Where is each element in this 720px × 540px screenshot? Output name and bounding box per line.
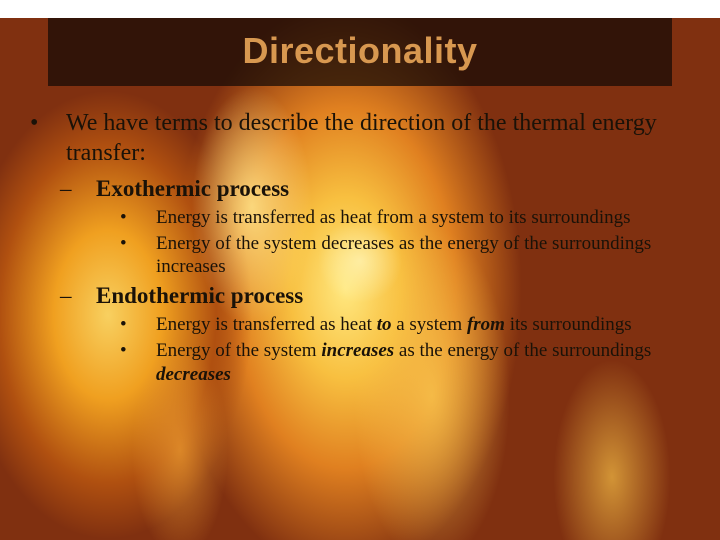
slide-title: Directionality bbox=[48, 30, 672, 72]
detail-item: •Energy of the system increases as the e… bbox=[156, 339, 672, 387]
detail-item: •Energy of the system decreases as the e… bbox=[156, 232, 672, 280]
detail-text: Energy is transferred as heat bbox=[156, 314, 377, 335]
detail-item: •Energy is transferred as heat to a syst… bbox=[156, 313, 672, 337]
bullet-dot-icon: • bbox=[48, 108, 66, 138]
emphasis: to bbox=[377, 314, 392, 335]
intro-text: We have terms to describe the direction … bbox=[66, 110, 657, 166]
intro-bullet: •We have terms to describe the direction… bbox=[66, 108, 672, 168]
slide-content: Directionality •We have terms to describ… bbox=[0, 18, 720, 386]
detail-text: its surroundings bbox=[505, 314, 632, 335]
emphasis: decreases bbox=[156, 364, 231, 385]
section-heading-text: Endothermic process bbox=[96, 283, 303, 308]
bullet-dot-icon: • bbox=[138, 232, 156, 256]
title-bar: Directionality bbox=[48, 18, 672, 86]
bullet-dot-icon: • bbox=[138, 339, 156, 363]
detail-item: •Energy is transferred as heat from a sy… bbox=[156, 206, 672, 230]
section-heading: –Exothermic process bbox=[96, 174, 672, 204]
detail-text: Energy is transferred as heat from a sys… bbox=[156, 207, 631, 228]
emphasis: increases bbox=[321, 340, 394, 361]
detail-text: Energy of the system decreases as the en… bbox=[156, 233, 651, 278]
detail-text: a system bbox=[391, 314, 466, 335]
detail-text: Energy of the system bbox=[156, 340, 321, 361]
slide-body: •We have terms to describe the direction… bbox=[0, 86, 720, 386]
emphasis: from bbox=[467, 314, 505, 335]
bullet-dot-icon: • bbox=[138, 313, 156, 337]
dash-icon: – bbox=[78, 174, 96, 204]
section-heading: –Endothermic process bbox=[96, 281, 672, 311]
section-heading-text: Exothermic process bbox=[96, 176, 289, 201]
bullet-dot-icon: • bbox=[138, 206, 156, 230]
detail-text: as the energy of the surroundings bbox=[394, 340, 651, 361]
dash-icon: – bbox=[78, 281, 96, 311]
